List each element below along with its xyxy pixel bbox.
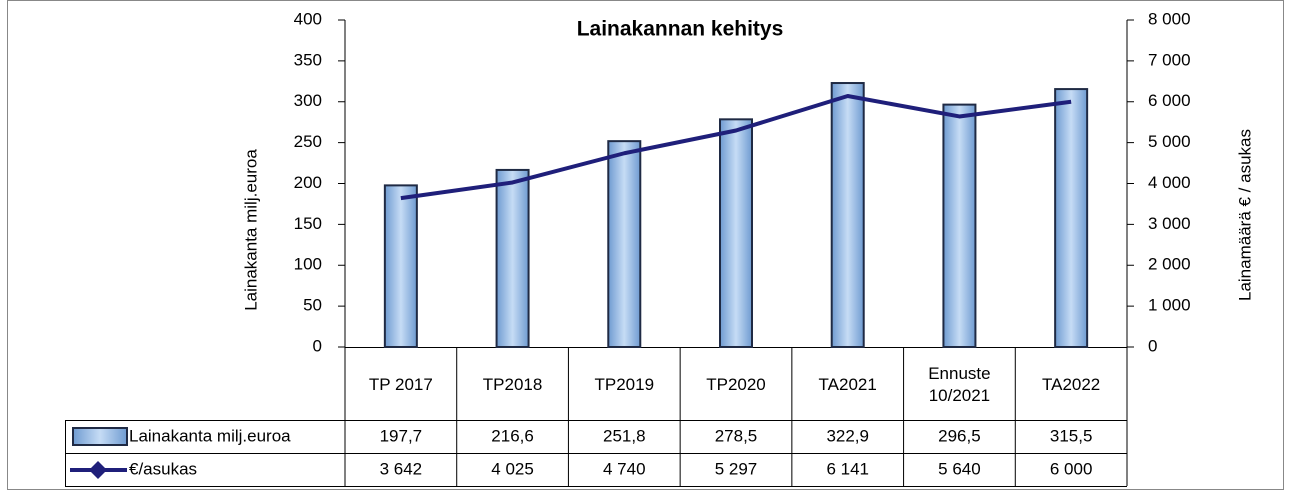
- category-label: TP 2017: [368, 374, 433, 394]
- table-value: 197,7: [380, 426, 423, 445]
- y2-tick-label: 1 000: [1148, 296, 1191, 315]
- y2-axis-title: Lainamäärä € / asukas: [1235, 129, 1254, 301]
- y-tick-label: 350: [294, 50, 322, 69]
- y-tick-label: 250: [294, 132, 322, 151]
- y-tick-label: 200: [294, 173, 322, 192]
- chart-title: Lainakannan kehitys: [577, 18, 784, 41]
- y-tick-label: 150: [294, 214, 322, 233]
- bar: [495, 168, 530, 348]
- category-label: TA2021: [818, 374, 877, 394]
- table-value: 322,9: [826, 426, 869, 445]
- table-value: 5 640: [938, 459, 981, 478]
- y2-tick-label: 2 000: [1148, 255, 1191, 274]
- y2-tick-label: 3 000: [1148, 214, 1191, 233]
- bar: [607, 140, 642, 348]
- category-label: TP2018: [482, 374, 543, 394]
- y2-tick-label: 6 000: [1148, 91, 1191, 110]
- y2-tick-label: 0: [1148, 336, 1157, 355]
- table-value: 4 740: [603, 459, 646, 478]
- table-value: 315,5: [1050, 426, 1093, 445]
- category-label: Ennuste 10/2021: [928, 363, 991, 405]
- bar: [942, 103, 977, 348]
- y2-tick-label: 5 000: [1148, 132, 1191, 151]
- y-tick-label: 300: [294, 91, 322, 110]
- table-value: 6 141: [826, 459, 869, 478]
- table-value: 278,5: [715, 426, 758, 445]
- bar: [830, 82, 865, 349]
- legend-key: [72, 427, 128, 446]
- table-value: 3 642: [380, 459, 423, 478]
- y2-tick-label: 4 000: [1148, 173, 1191, 192]
- y-tick-label: 400: [294, 9, 322, 28]
- category-label: TP2020: [706, 374, 766, 394]
- line-series: [400, 93, 1072, 201]
- table-value: 216,6: [491, 426, 534, 445]
- bar: [383, 184, 418, 348]
- y-tick-label: 100: [294, 255, 322, 274]
- table-value: 6 000: [1050, 459, 1093, 478]
- table-value: 296,5: [938, 426, 981, 445]
- y-tick-label: 0: [313, 336, 322, 355]
- category-label: TP2019: [594, 374, 655, 394]
- legend-marker: [89, 461, 107, 479]
- y2-tick-label: 7 000: [1148, 50, 1191, 69]
- y-axis-title: Lainakanta milj.euroa: [241, 149, 260, 311]
- legend-label: €/asukas: [129, 459, 197, 478]
- table-value: 5 297: [715, 459, 758, 478]
- legend-label: Lainakanta milj.euroa: [129, 426, 291, 445]
- bar: [719, 118, 753, 348]
- table-value: 251,8: [603, 426, 646, 445]
- table-value: 4 025: [491, 459, 534, 478]
- category-label: TA2022: [1041, 374, 1101, 394]
- bar: [1054, 88, 1089, 349]
- y-tick-label: 50: [303, 296, 322, 315]
- y2-tick-label: 8 000: [1148, 9, 1191, 28]
